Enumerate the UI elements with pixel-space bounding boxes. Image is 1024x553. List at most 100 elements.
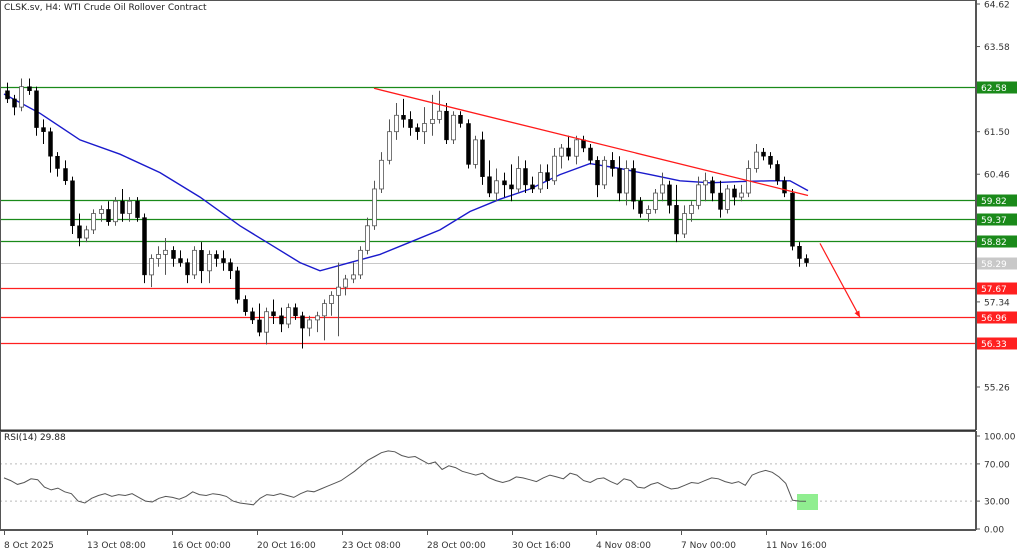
level-label: 56.33: [981, 340, 1007, 350]
candle: [754, 151, 759, 169]
candlesticks: [5, 78, 809, 349]
candle: [523, 168, 528, 186]
chart-title: CLSK.sv, H4: WTI Crude Oil Rollover Cont…: [4, 3, 207, 13]
level-label: 58.82: [981, 238, 1007, 248]
candle: [552, 155, 557, 182]
rsi-panel: [0, 450, 976, 510]
candle: [631, 168, 636, 202]
rsi-tick: 0.00: [984, 526, 1004, 536]
candle: [394, 114, 399, 133]
candle: [235, 270, 240, 300]
candle: [602, 159, 607, 186]
price-axis[interactable]: 62.58 59.82 59.37 58.82 58.29 57.67 56.96 56.33…: [976, 0, 1017, 430]
candle: [55, 155, 60, 169]
candle: [315, 315, 320, 321]
candle: [689, 204, 694, 214]
candle: [207, 254, 212, 272]
candle: [761, 151, 766, 157]
level-badge-58.82: [977, 235, 1017, 248]
time-tick: 23 Oct 08:00: [342, 541, 401, 551]
level-badge-62.58: [977, 81, 1017, 94]
moving-average-line: [3, 93, 809, 272]
price-tick: 63.58: [984, 43, 1010, 53]
candle: [228, 262, 233, 272]
candle: [660, 184, 665, 194]
candle: [19, 86, 24, 108]
candle: [379, 159, 384, 190]
candle: [185, 262, 190, 276]
candle: [106, 209, 111, 222]
candle: [581, 139, 586, 149]
time-tick: 11 Nov 16:00: [766, 541, 827, 551]
candle: [77, 225, 82, 239]
candle: [358, 249, 363, 276]
candle: [710, 180, 715, 194]
rsi-tick: 100.00: [984, 433, 1016, 443]
time-axis[interactable]: 8 Oct 2025 13 Oct 08:00 16 Oct 00:00 20 Oct…: [0, 530, 976, 551]
candle: [559, 147, 564, 157]
rsi-axis: 100.00 70.00 30.00 0.00: [976, 431, 1016, 536]
candle: [588, 147, 593, 161]
candle: [307, 319, 312, 329]
candle: [653, 192, 658, 210]
candle: [293, 307, 298, 317]
candle: [480, 139, 485, 177]
candle: [574, 139, 579, 157]
candle: [243, 299, 248, 312]
candle: [797, 245, 802, 259]
projection-arrow[interactable]: [819, 243, 861, 318]
level-badge-56.33: [977, 337, 1017, 350]
candle: [530, 184, 535, 190]
level-badge-59.82: [977, 194, 1017, 207]
candle: [473, 139, 478, 165]
candle: [113, 200, 118, 223]
level-label: 62.58: [981, 84, 1007, 94]
candle: [5, 90, 10, 100]
candle: [617, 168, 622, 194]
candle: [199, 250, 204, 272]
candle: [329, 294, 334, 304]
time-tick: 13 Oct 08:00: [87, 541, 146, 551]
rsi-panel-frame: [0, 431, 976, 530]
rsi-tick: 70.00: [984, 460, 1010, 470]
candle: [365, 225, 370, 251]
candle: [682, 213, 687, 235]
candle: [387, 131, 392, 161]
level-badge-59.37: [977, 213, 1017, 226]
time-tick: 30 Oct 16:00: [512, 541, 571, 551]
level-label: 59.37: [981, 216, 1007, 226]
candle: [610, 160, 615, 169]
candle: [545, 172, 550, 182]
trendline[interactable]: [373, 87, 861, 318]
candle: [566, 147, 571, 157]
candle: [725, 188, 730, 210]
candle: [696, 184, 701, 206]
time-tick: 20 Oct 16:00: [257, 541, 316, 551]
candle: [41, 127, 46, 132]
candle: [70, 180, 75, 227]
candle: [466, 123, 471, 165]
level-label: 57.67: [981, 285, 1007, 295]
rsi-tick: 30.00: [984, 498, 1010, 508]
candle: [502, 180, 507, 186]
candle: [250, 311, 255, 321]
candle: [171, 250, 176, 259]
time-tick: 4 Nov 08:00: [596, 541, 651, 551]
candle: [430, 118, 435, 124]
candle: [782, 180, 787, 194]
candle: [336, 286, 341, 296]
candle: [372, 188, 377, 227]
candle: [84, 229, 89, 239]
descending-trendline[interactable]: [373, 87, 809, 197]
candle: [538, 172, 543, 190]
candle: [422, 123, 427, 133]
candle: [718, 192, 723, 210]
level-badge-58.29: [977, 257, 1017, 270]
candle: [192, 249, 197, 276]
candle: [790, 192, 795, 247]
level-label: 56.96: [981, 314, 1007, 324]
arrow-head-icon: [854, 310, 860, 318]
level-label: 58.29: [981, 260, 1007, 270]
candle: [638, 200, 643, 214]
